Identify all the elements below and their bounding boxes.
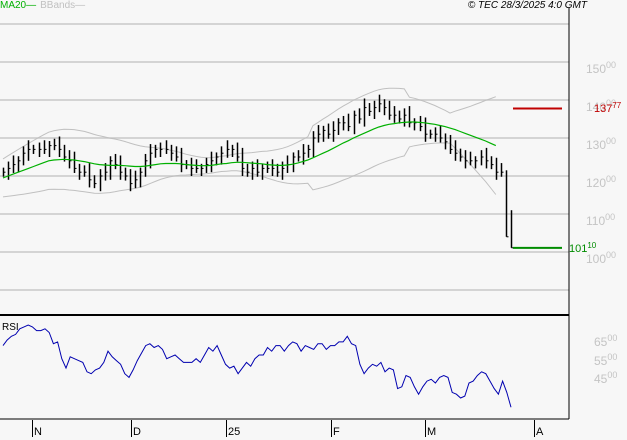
legend-bbands: BBands— <box>40 0 85 11</box>
x-axis-label: D <box>133 426 141 438</box>
legend-ma20-swatch: — <box>26 0 37 11</box>
x-axis-label: F <box>333 426 340 438</box>
bollinger-upper-band <box>2 87 496 160</box>
support-int: 101 <box>569 243 588 255</box>
support-price-tag: 10110 <box>569 241 596 255</box>
legend-ma20: MA20— <box>0 0 36 11</box>
rsi-title: RSI <box>2 322 19 333</box>
support-dec: 10 <box>587 241 597 250</box>
price-axis-label: 13000 <box>586 136 617 152</box>
rsi-line <box>2 324 512 408</box>
resistance-price-tag: 13777 <box>594 101 621 115</box>
rsi-axis-label: 4500 <box>594 370 618 386</box>
rsi-axis-label: 6500 <box>594 333 618 349</box>
x-axis-ticks <box>32 420 535 437</box>
price-axis-label: 15000 <box>586 60 617 76</box>
resistance-int: 137 <box>594 103 613 115</box>
ma20-line <box>2 121 497 179</box>
x-axis-label: A <box>536 426 544 438</box>
x-axis-label: N <box>34 426 42 438</box>
rsi-axis-label: 5500 <box>594 352 618 368</box>
price-axis-label: 12000 <box>586 174 617 190</box>
resistance-dec: 77 <box>612 101 622 110</box>
price-axis-label: 10000 <box>586 250 617 266</box>
ohlc-bars <box>2 94 514 249</box>
price-gridlines <box>0 23 569 291</box>
price-axis-label: 14000 <box>586 98 617 114</box>
copyright-timestamp: © TEC 28/3/2025 4:0 GMT <box>467 0 587 11</box>
chart-legend: MA20— BBands— <box>0 0 85 12</box>
legend-bbands-swatch: — <box>75 0 86 11</box>
price-axis-label: 11000 <box>586 212 616 228</box>
legend-bbands-label: BBands <box>40 0 76 11</box>
x-axis-label: M <box>427 426 437 438</box>
x-axis-label: 25 <box>228 426 241 438</box>
legend-ma20-label: MA20 <box>0 0 27 11</box>
bollinger-lower-band <box>2 142 497 198</box>
